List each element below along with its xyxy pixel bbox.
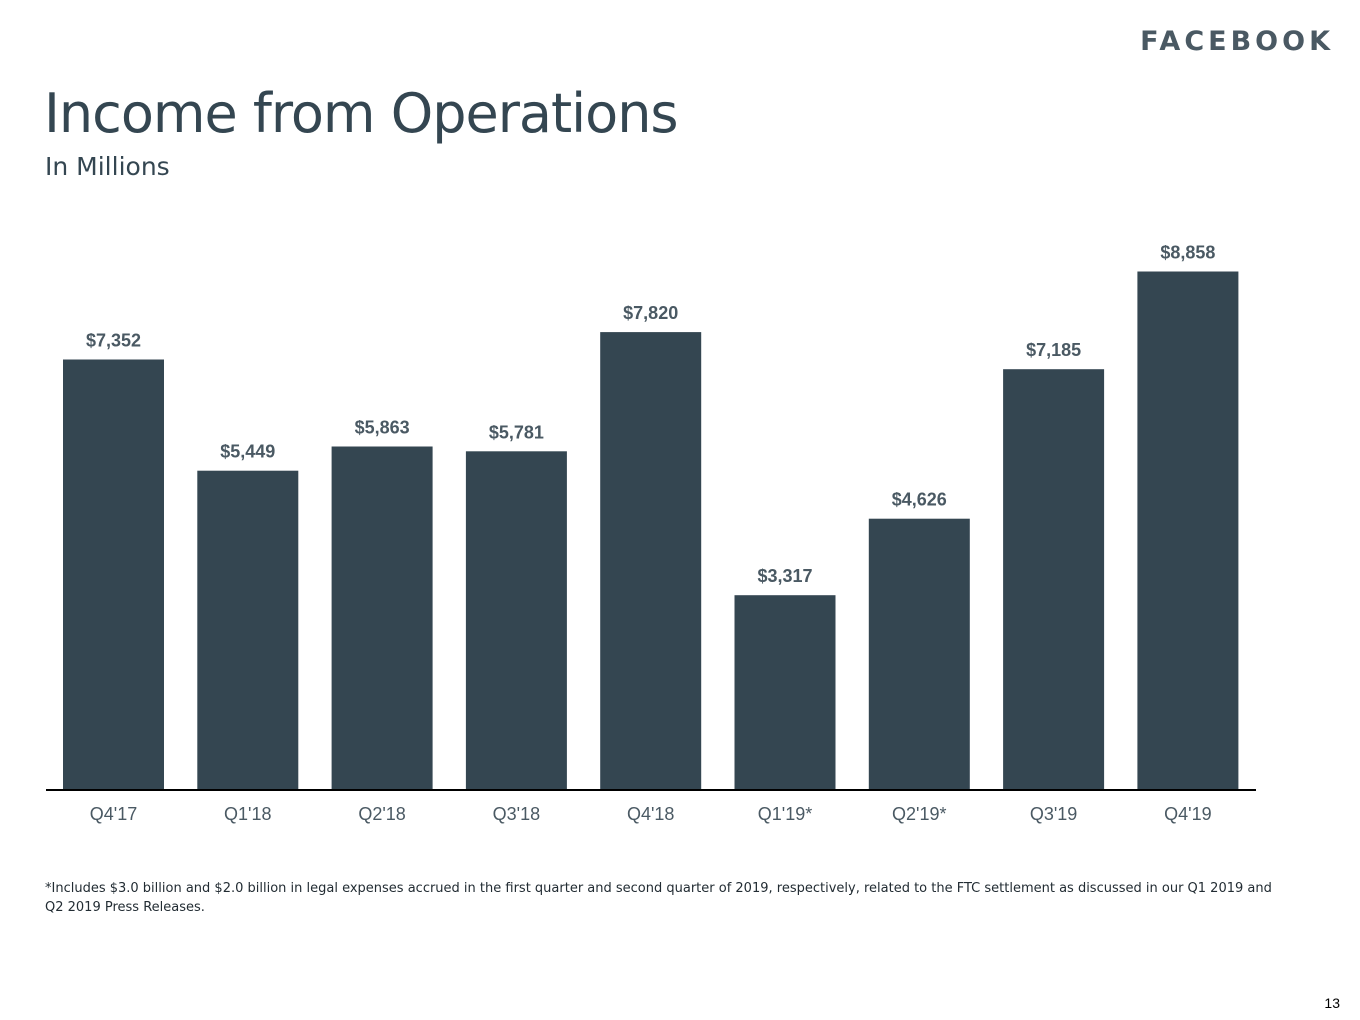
x-tick-label: Q1'18 — [224, 804, 271, 824]
bar-3 — [465, 451, 567, 789]
x-tick-label: Q4'17 — [90, 804, 137, 824]
facebook-logo: FACEBOOK — [1140, 26, 1334, 57]
bar-4 — [600, 332, 702, 789]
bar-value-label: $7,820 — [623, 303, 678, 323]
value-labels-group: $7,352 $5,449 $5,863 $5,781 $7,820 $3,317 $4,6… — [86, 243, 1215, 587]
bar-value-label: $5,863 — [355, 418, 410, 438]
bars-group — [63, 271, 1239, 789]
bar-6 — [868, 518, 970, 789]
footnote: *Includes $3.0 billion and $2.0 billion … — [45, 881, 1272, 915]
bar-value-label: $7,185 — [1026, 340, 1081, 360]
bar-value-label: $4,626 — [892, 490, 947, 510]
x-tick-label: Q4'19 — [1164, 804, 1211, 824]
bar-7 — [1003, 369, 1105, 789]
bar-value-label: $5,449 — [220, 442, 275, 462]
bar-0 — [63, 359, 164, 789]
bar-5 — [734, 595, 836, 789]
bar-value-label: $8,858 — [1160, 243, 1215, 263]
page-title: Income from Operations — [44, 82, 679, 145]
x-tick-label: Q3'19 — [1030, 804, 1077, 824]
bar-value-label: $5,781 — [489, 422, 544, 442]
income-bar-chart: $7,352 $5,449 $5,863 $5,781 $7,820 $3,317 $4,6… — [46, 243, 1256, 824]
x-tick-label: Q1'19* — [758, 804, 812, 824]
bar-8 — [1137, 271, 1239, 789]
page-subtitle: In Millions — [45, 152, 170, 181]
bar-2 — [331, 446, 433, 789]
x-tick-label: Q2'19* — [892, 804, 946, 824]
x-tick-label: Q3'18 — [493, 804, 540, 824]
bar-value-label: $7,352 — [86, 331, 141, 351]
tick-labels-group: Q4'17 Q1'18 Q2'18 Q3'18 Q4'18 Q1'19* Q2'19* Q3'… — [90, 804, 1212, 824]
x-tick-label: Q2'18 — [358, 804, 405, 824]
page-number: 13 — [1324, 995, 1340, 1011]
bar-value-label: $3,317 — [757, 566, 812, 586]
bar-1 — [197, 470, 299, 789]
x-tick-label: Q4'18 — [627, 804, 674, 824]
